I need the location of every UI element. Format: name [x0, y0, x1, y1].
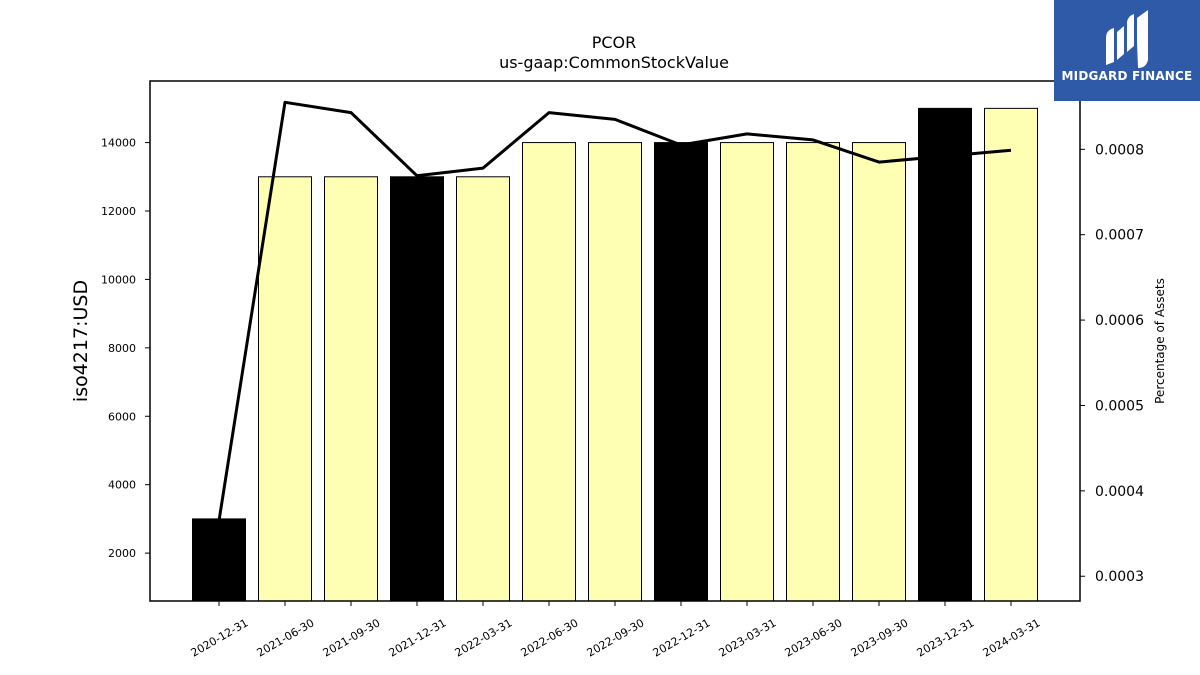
- logo-text: MIDGARD FINANCE: [1061, 69, 1193, 83]
- bar-2021-12-31: [390, 176, 444, 602]
- bar-2022-12-31: [654, 142, 708, 602]
- bar-2022-03-31: [456, 176, 510, 602]
- y-tick-label: 4000: [108, 479, 136, 492]
- x-tick-label: 2021-06-30: [255, 616, 317, 659]
- y-axis-label: iso4217:USD: [70, 280, 92, 402]
- bar-2021-06-30: [258, 176, 312, 602]
- y-tick-label: 6000: [108, 410, 136, 423]
- y2-tick-label: 0.0003: [1095, 569, 1144, 585]
- x-tick-label: 2020-12-31: [189, 616, 251, 659]
- chart-subtitle: us-gaap:CommonStockValue: [499, 53, 729, 72]
- y-tick-label: 8000: [108, 342, 136, 355]
- y2-axis-label: Percentage of Assets: [1153, 278, 1167, 404]
- bars-group: [192, 107, 1038, 602]
- bar-2023-03-31: [720, 142, 774, 602]
- bar-2023-09-30: [852, 142, 906, 602]
- y2-tick-label: 0.0005: [1095, 398, 1144, 414]
- bar-2022-09-30: [588, 142, 642, 602]
- x-tick-label: 2021-09-30: [321, 616, 383, 659]
- percent-of-assets-line: [217, 100, 1012, 521]
- x-tick-label: 2023-06-30: [783, 616, 845, 659]
- x-axis: 2020-12-31 2021-06-30 2021-09-30 2021-12-31…: [189, 601, 1043, 660]
- bar-2022-06-30: [522, 142, 576, 602]
- bar-2024-03-31: [984, 107, 1038, 602]
- x-tick-label: 2022-06-30: [519, 616, 581, 659]
- x-tick-label: 2024-03-31: [981, 616, 1043, 659]
- y2-tick-label: 0.0004: [1095, 484, 1144, 500]
- brand-logo: MIDGARD FINANCE: [1054, 0, 1200, 101]
- y2-tick-label: 0.0008: [1095, 142, 1144, 158]
- x-tick-label: 2021-12-31: [387, 616, 449, 659]
- y-tick-label: 12000: [101, 205, 136, 218]
- y-axis-left: 2000 4000 6000 8000 10000 12000 14000: [101, 137, 150, 560]
- x-tick-label: 2023-03-31: [717, 616, 779, 659]
- y-tick-label: 10000: [101, 273, 136, 286]
- y-tick-label: 2000: [108, 547, 136, 560]
- y2-tick-label: 0.0006: [1095, 313, 1144, 329]
- bar-2023-06-30: [786, 142, 840, 602]
- chart-title: PCOR: [592, 33, 637, 52]
- y-axis-right: 0.0003 0.0004 0.0005 0.0006 0.0007 0.0008: [1080, 142, 1144, 585]
- x-tick-label: 2023-09-30: [849, 616, 911, 659]
- x-tick-label: 2022-03-31: [453, 616, 515, 659]
- y-tick-label: 14000: [101, 137, 136, 150]
- midgard-mark-icon: [1106, 10, 1148, 68]
- bar-2023-12-31: [918, 107, 972, 602]
- x-tick-label: 2023-12-31: [915, 616, 977, 659]
- line-group: [217, 100, 1012, 521]
- y2-tick-label: 0.0007: [1095, 228, 1144, 244]
- bar-2020-12-31: [192, 518, 246, 602]
- x-tick-label: 2022-12-31: [651, 616, 713, 659]
- x-tick-label: 2022-09-30: [585, 616, 647, 659]
- bar-2021-09-30: [324, 176, 378, 602]
